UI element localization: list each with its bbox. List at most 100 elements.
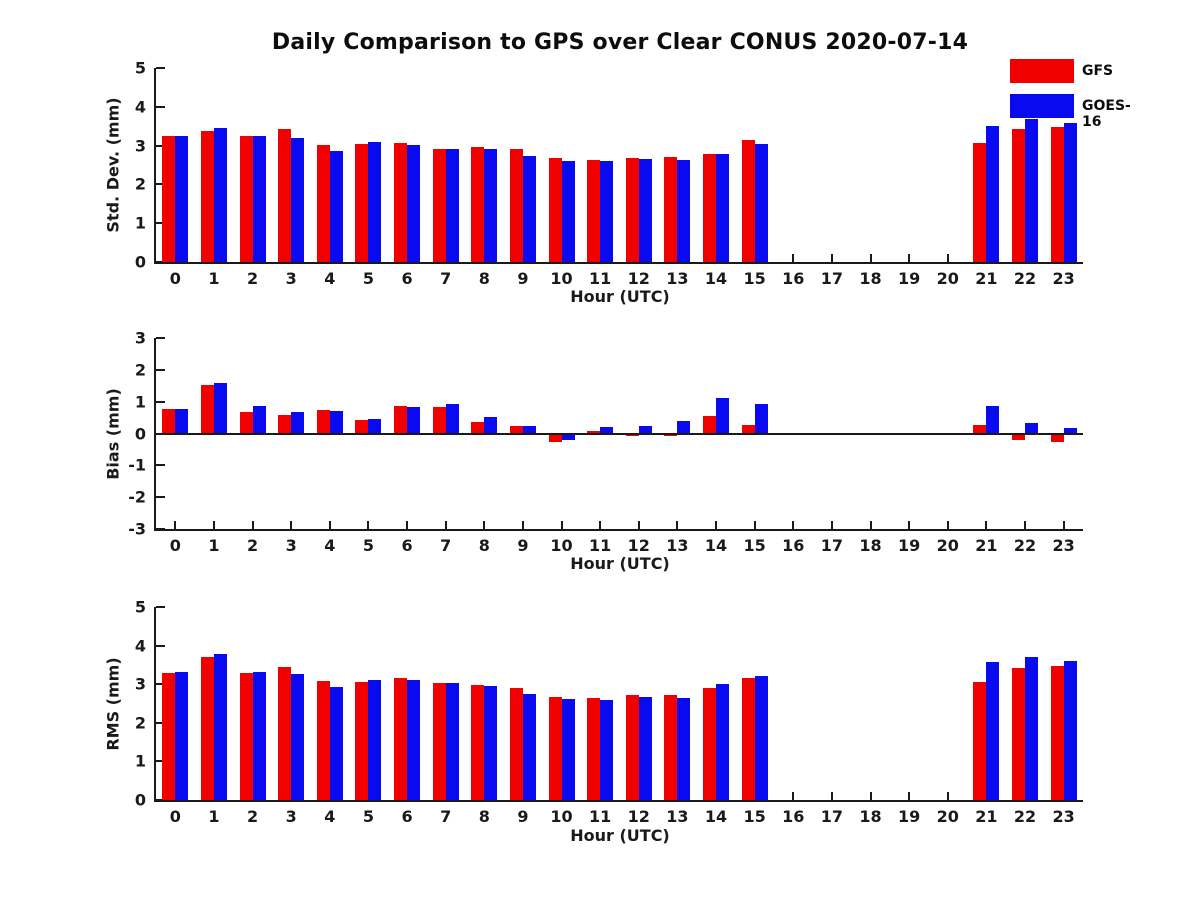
bias-bar-gfs-h13 — [664, 434, 678, 436]
bias-y-tick-label: -2 — [128, 487, 146, 507]
bias-y-tick — [156, 400, 165, 403]
bias-bar-gfs-h12 — [625, 434, 639, 436]
std-dev-bar-gfs-h9 — [509, 149, 523, 262]
bias-x-tick — [985, 521, 988, 529]
bias-x-tick-label: 21 — [975, 536, 998, 555]
rms-y-tick — [156, 721, 165, 724]
bias-x-tick — [367, 521, 370, 529]
std-dev-bar-gfs-h2 — [239, 136, 253, 262]
bias-x-tick — [753, 521, 756, 529]
bias-x-axis-label: Hour (UTC) — [570, 554, 670, 573]
bias-y-tick — [156, 337, 165, 339]
bias-x-tick-label: 6 — [401, 536, 413, 555]
std-dev-bar-goes-16-h6 — [407, 144, 421, 262]
bias-x-tick-label: 1 — [208, 536, 220, 555]
rms-bar-goes-16-h5 — [368, 679, 382, 800]
bias-x-tick — [560, 521, 563, 529]
bias-y-tick — [156, 368, 165, 371]
std-dev-x-tick-label: 13 — [666, 269, 689, 288]
std-dev-bar-gfs-h22 — [1012, 129, 1026, 262]
bias-x-tick-label: 16 — [782, 536, 805, 555]
bias-bar-goes-16-h11 — [600, 427, 614, 434]
rms-y-tick-label: 4 — [134, 636, 146, 656]
bias-bar-goes-16-h6 — [407, 406, 421, 434]
bias-x-tick-label: 3 — [285, 536, 297, 555]
rms-bar-gfs-h8 — [471, 685, 485, 800]
std-dev-bar-goes-16-h4 — [329, 150, 343, 262]
bias-x-tick — [792, 521, 795, 529]
rms-bar-gfs-h13 — [664, 695, 678, 800]
bias-bar-gfs-h10 — [548, 434, 562, 442]
std-dev-x-tick-label: 19 — [898, 269, 921, 288]
std-dev-y-tick-label: 3 — [134, 136, 146, 156]
std-dev-bar-gfs-h8 — [471, 147, 485, 262]
bias-x-tick-label: 2 — [246, 536, 259, 555]
bias-x-tick — [212, 521, 215, 529]
rms-x-tick-label: 6 — [401, 807, 413, 826]
rms-bar-gfs-h3 — [278, 666, 292, 800]
std-dev-bar-goes-16-h1 — [213, 128, 227, 262]
std-dev-bar-gfs-h15 — [741, 139, 755, 262]
bias-bar-gfs-h22 — [1012, 434, 1026, 441]
rms-x-tick-label: 13 — [666, 807, 689, 826]
goes16-color-swatch — [1010, 94, 1074, 118]
std-dev-bar-gfs-h1 — [200, 130, 214, 262]
bias-bar-goes-16-h5 — [368, 418, 382, 434]
bias-bar-gfs-h4 — [316, 409, 330, 434]
rms-x-tick — [908, 792, 911, 800]
rms-bar-gfs-h9 — [509, 688, 523, 800]
std-dev-x-tick-label: 2 — [246, 269, 259, 288]
std-dev-bar-gfs-h0 — [162, 136, 176, 262]
rms-x-tick — [869, 792, 872, 800]
rms-y-tick-label: 3 — [134, 674, 146, 694]
std-dev-x-tick-label: 15 — [743, 269, 766, 288]
rms-bar-gfs-h23 — [1050, 665, 1064, 800]
rms-bar-goes-16-h9 — [522, 694, 536, 800]
std-dev-x-tick — [869, 254, 872, 262]
std-dev-bar-gfs-h14 — [703, 153, 717, 262]
rms-y-tick-label: 0 — [134, 790, 146, 810]
std-dev-x-tick-label: 0 — [169, 269, 181, 288]
bias-bar-gfs-h2 — [239, 411, 253, 434]
std-dev-bar-goes-16-h15 — [754, 143, 768, 262]
bias-y-tick-label: 3 — [134, 328, 146, 348]
std-dev-bar-goes-16-h22 — [1025, 119, 1039, 262]
std-dev-x-tick-label: 14 — [704, 269, 728, 288]
rms-x-tick-label: 14 — [704, 807, 728, 826]
rms-x-tick-label: 8 — [478, 807, 490, 826]
rms-x-tick-label: 4 — [324, 807, 336, 826]
rms-bar-goes-16-h15 — [754, 676, 768, 800]
rms-x-tick-label: 15 — [743, 807, 766, 826]
bias-x-tick — [328, 521, 331, 529]
std-dev-bar-goes-16-h11 — [600, 161, 614, 262]
bias-bar-goes-16-h15 — [754, 403, 768, 434]
rms-bar-goes-16-h22 — [1025, 656, 1039, 800]
std-dev-x-tick-label: 3 — [285, 269, 297, 288]
bias-bar-goes-16-h0 — [175, 408, 189, 434]
rms-bar-goes-16-h11 — [600, 699, 614, 800]
bias-x-tick-label: 12 — [627, 536, 650, 555]
stddev-x-axis-label: Hour (UTC) — [570, 287, 670, 306]
rms-bar-goes-16-h14 — [716, 684, 730, 800]
rms-bar-gfs-h21 — [973, 681, 987, 800]
std-dev-bar-gfs-h6 — [394, 143, 408, 262]
bias-bar-goes-16-h2 — [252, 406, 266, 434]
rms-bar-gfs-h11 — [587, 698, 601, 800]
bias-x-tick — [1062, 521, 1065, 529]
bias-bar-gfs-h6 — [394, 406, 408, 434]
std-dev-x-tick-label: 23 — [1052, 269, 1075, 288]
rms-bar-gfs-h4 — [316, 680, 330, 800]
rms-bar-gfs-h0 — [162, 672, 176, 800]
rms-x-tick — [792, 792, 795, 800]
bias-x-tick-label: 14 — [704, 536, 728, 555]
std-dev-bar-gfs-h12 — [625, 158, 639, 262]
bias-x-tick-label: 22 — [1013, 536, 1037, 555]
rms-bar-goes-16-h6 — [407, 679, 421, 800]
chart-title: Daily Comparison to GPS over Clear CONUS… — [271, 30, 969, 55]
rms-y-tick — [156, 606, 165, 608]
rms-y-tick — [156, 644, 165, 647]
bias-bar-goes-16-h21 — [986, 405, 1000, 434]
gfs-legend-label: GFS — [1082, 63, 1114, 79]
rms-x-tick-label: 5 — [362, 807, 374, 826]
